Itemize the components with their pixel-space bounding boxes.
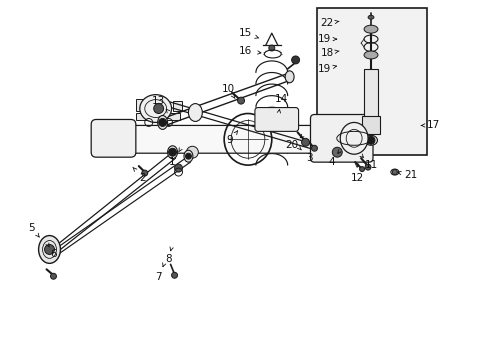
Bar (136, 99, 147, 111)
Circle shape (186, 146, 198, 158)
Text: 9: 9 (226, 135, 233, 145)
Circle shape (50, 273, 56, 279)
Circle shape (366, 136, 374, 144)
Text: 22: 22 (320, 18, 333, 28)
Text: 2: 2 (139, 173, 146, 183)
Text: 7: 7 (155, 272, 162, 282)
Text: 15: 15 (238, 28, 251, 38)
FancyBboxPatch shape (118, 125, 361, 153)
Bar (364, 69, 377, 121)
FancyBboxPatch shape (254, 108, 298, 131)
Ellipse shape (157, 116, 167, 129)
Text: 3: 3 (305, 153, 312, 163)
Ellipse shape (285, 71, 293, 83)
Ellipse shape (167, 146, 177, 159)
Circle shape (359, 167, 364, 172)
Bar (317, 8, 426, 155)
Circle shape (391, 170, 396, 175)
Circle shape (332, 147, 342, 157)
Text: 18: 18 (320, 48, 333, 58)
FancyBboxPatch shape (91, 120, 136, 157)
Ellipse shape (364, 25, 377, 33)
Circle shape (174, 164, 182, 172)
Bar (172, 100, 182, 111)
Text: 8: 8 (165, 255, 172, 264)
Text: 21: 21 (403, 170, 416, 180)
Circle shape (268, 45, 274, 51)
Text: 20: 20 (285, 140, 298, 150)
Text: 13: 13 (152, 96, 165, 105)
Ellipse shape (188, 104, 202, 121)
Bar (361, 117, 379, 134)
FancyBboxPatch shape (310, 114, 372, 162)
Circle shape (291, 56, 299, 64)
Circle shape (168, 148, 176, 156)
Bar (136, 113, 180, 121)
Circle shape (44, 244, 54, 255)
Circle shape (311, 145, 317, 151)
Text: 11: 11 (364, 160, 377, 170)
Text: 17: 17 (426, 121, 439, 130)
Circle shape (153, 104, 163, 113)
Ellipse shape (183, 150, 192, 162)
Circle shape (158, 118, 166, 126)
Ellipse shape (364, 135, 377, 145)
Ellipse shape (340, 122, 367, 154)
Text: 16: 16 (238, 46, 251, 56)
Text: 6: 6 (50, 249, 57, 260)
Circle shape (301, 138, 309, 146)
Text: 12: 12 (350, 173, 363, 183)
Ellipse shape (367, 15, 373, 19)
Text: 4: 4 (327, 157, 334, 167)
Circle shape (142, 170, 147, 176)
Circle shape (237, 97, 244, 104)
Ellipse shape (39, 235, 61, 264)
Text: 5: 5 (28, 222, 35, 233)
Text: 1: 1 (169, 157, 176, 167)
Text: 10: 10 (221, 84, 234, 94)
Ellipse shape (140, 95, 171, 122)
Text: 19: 19 (317, 34, 330, 44)
Circle shape (365, 164, 370, 170)
Text: 14: 14 (275, 94, 288, 104)
Circle shape (185, 153, 191, 159)
Text: 19: 19 (317, 64, 330, 74)
Ellipse shape (364, 51, 377, 59)
Circle shape (171, 272, 177, 278)
